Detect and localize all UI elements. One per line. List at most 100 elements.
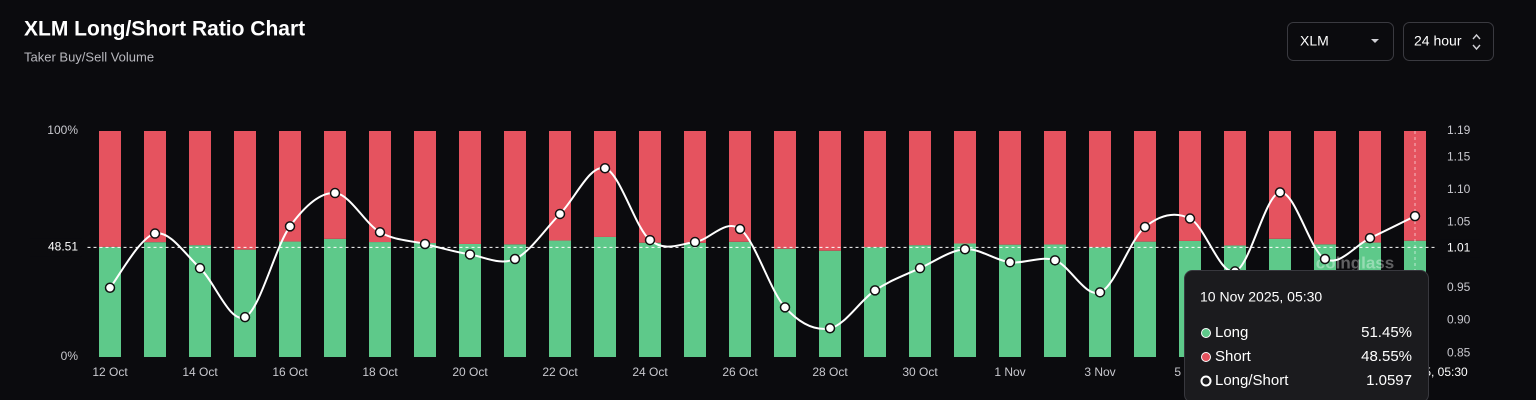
ratio-point [869,285,881,296]
bar-segment [594,236,616,357]
tooltip-box [1184,270,1429,400]
x-tick-label: 24 Oct [632,365,668,379]
select-caret [1472,33,1481,51]
bar-segment [954,131,976,244]
tooltip-legend-marker [1200,375,1212,387]
ratio-point [239,311,251,323]
bar-segment [819,131,841,251]
bar-segment [279,241,301,357]
x-tick-label: 30 Oct [902,365,938,379]
bar-segment [324,238,346,357]
tooltip-legend-marker [1201,328,1211,338]
tooltip: 10 Nov 2025, 05:30 Long 51.45% Short 48.55% L… [1184,270,1429,400]
ratio-point [779,302,791,313]
bar-segment [684,242,706,357]
ratio-point [824,323,836,334]
bar-segment [999,131,1021,245]
interval-select[interactable]: 24 hour [1403,22,1494,61]
y2-tick-label: 1.19 [1447,123,1471,137]
ratio-point [149,228,161,239]
bar-segment [1044,244,1066,357]
ratio-point [509,253,521,265]
x-tick-label: 22 Oct [542,365,578,379]
bar-segment [1359,131,1381,243]
x-tick-label: 20 Oct [452,365,488,379]
tooltip-legend-marker [1201,352,1211,362]
tooltip-series-name: Long [1215,324,1248,341]
y2-tick-label: 1.15 [1447,149,1471,163]
tooltip-value: 1.0597 [1366,372,1412,389]
x-tick-label: 14 Oct [182,365,218,379]
bar-segment [504,131,526,245]
select-box [1403,22,1494,61]
bar-segment [144,242,166,357]
bar-segment [909,245,931,357]
ratio-point [554,208,566,220]
bar-segment [1134,131,1156,242]
ratio-point [599,162,611,174]
x-tick-label: 12 Oct [92,365,128,379]
bar-segment [1044,131,1066,245]
bar-segment [864,247,886,357]
y2-tick-label: 0.95 [1447,280,1471,294]
bar-segment [729,131,751,242]
x-tick-label: 18 Oct [362,365,398,379]
ratio-point [284,221,296,232]
ratio-line [109,167,1416,330]
ratio-point [419,238,431,250]
bar-segment [414,243,436,357]
bar-segment [639,242,661,357]
bar-segment [684,131,706,243]
bar-segment [459,131,481,244]
bar-segment [279,131,301,242]
bar-segment [99,131,121,247]
bar-segment [729,241,751,357]
ratio-point [959,243,971,255]
ratio-point [464,249,476,260]
y-tick-label: 0% [61,349,79,363]
ratio-point [1274,187,1286,198]
bar-segment [819,250,841,357]
bar-segment [1179,131,1201,241]
bar-segment [99,246,121,357]
ratio-point [644,234,656,246]
y-tick-label: 100% [47,123,78,137]
bar-segment [1269,131,1291,239]
x-tick-label: 26 Oct [722,365,758,379]
bar-segment [639,131,661,243]
x-tick-label: 28 Oct [812,365,848,379]
bar-segment [369,242,391,357]
bar-segment [189,131,211,246]
tooltip-value: 48.55% [1361,348,1412,365]
ratio-point [1364,232,1376,244]
tooltip-series-name: Long/Short [1215,372,1289,389]
x-tick-label: 3 Nov [1084,365,1115,379]
ratio-point [1319,253,1331,265]
bar-segment [1134,241,1156,357]
y2-tick-label: 1.10 [1447,182,1471,196]
y2-tick-label: 0.85 [1447,345,1471,359]
select-caret [1371,39,1379,43]
ratio-point [1409,210,1421,222]
ratio-point [1184,213,1196,224]
bar-segment [1089,131,1111,248]
ratio-point [1049,255,1061,266]
tooltip-series-name: Short [1215,348,1252,365]
crosshair-y-box [30,238,82,257]
bar-segment [144,131,166,243]
x-tick-label: 1 Nov [994,365,1025,379]
ratio-point [1094,287,1106,298]
bar-segment [909,131,931,246]
select-text: 24 hour [1414,33,1462,49]
bar-segment [324,131,346,239]
bar-segment [459,243,481,357]
ratio-point [374,226,386,238]
bar-segment [504,244,526,357]
bar-segment [414,131,436,244]
tooltip-value: 51.45% [1361,324,1412,341]
select-box [1287,22,1394,61]
symbol-select[interactable]: XLM [1287,22,1394,61]
bar-segment [369,131,391,243]
bar-segment [594,131,616,237]
